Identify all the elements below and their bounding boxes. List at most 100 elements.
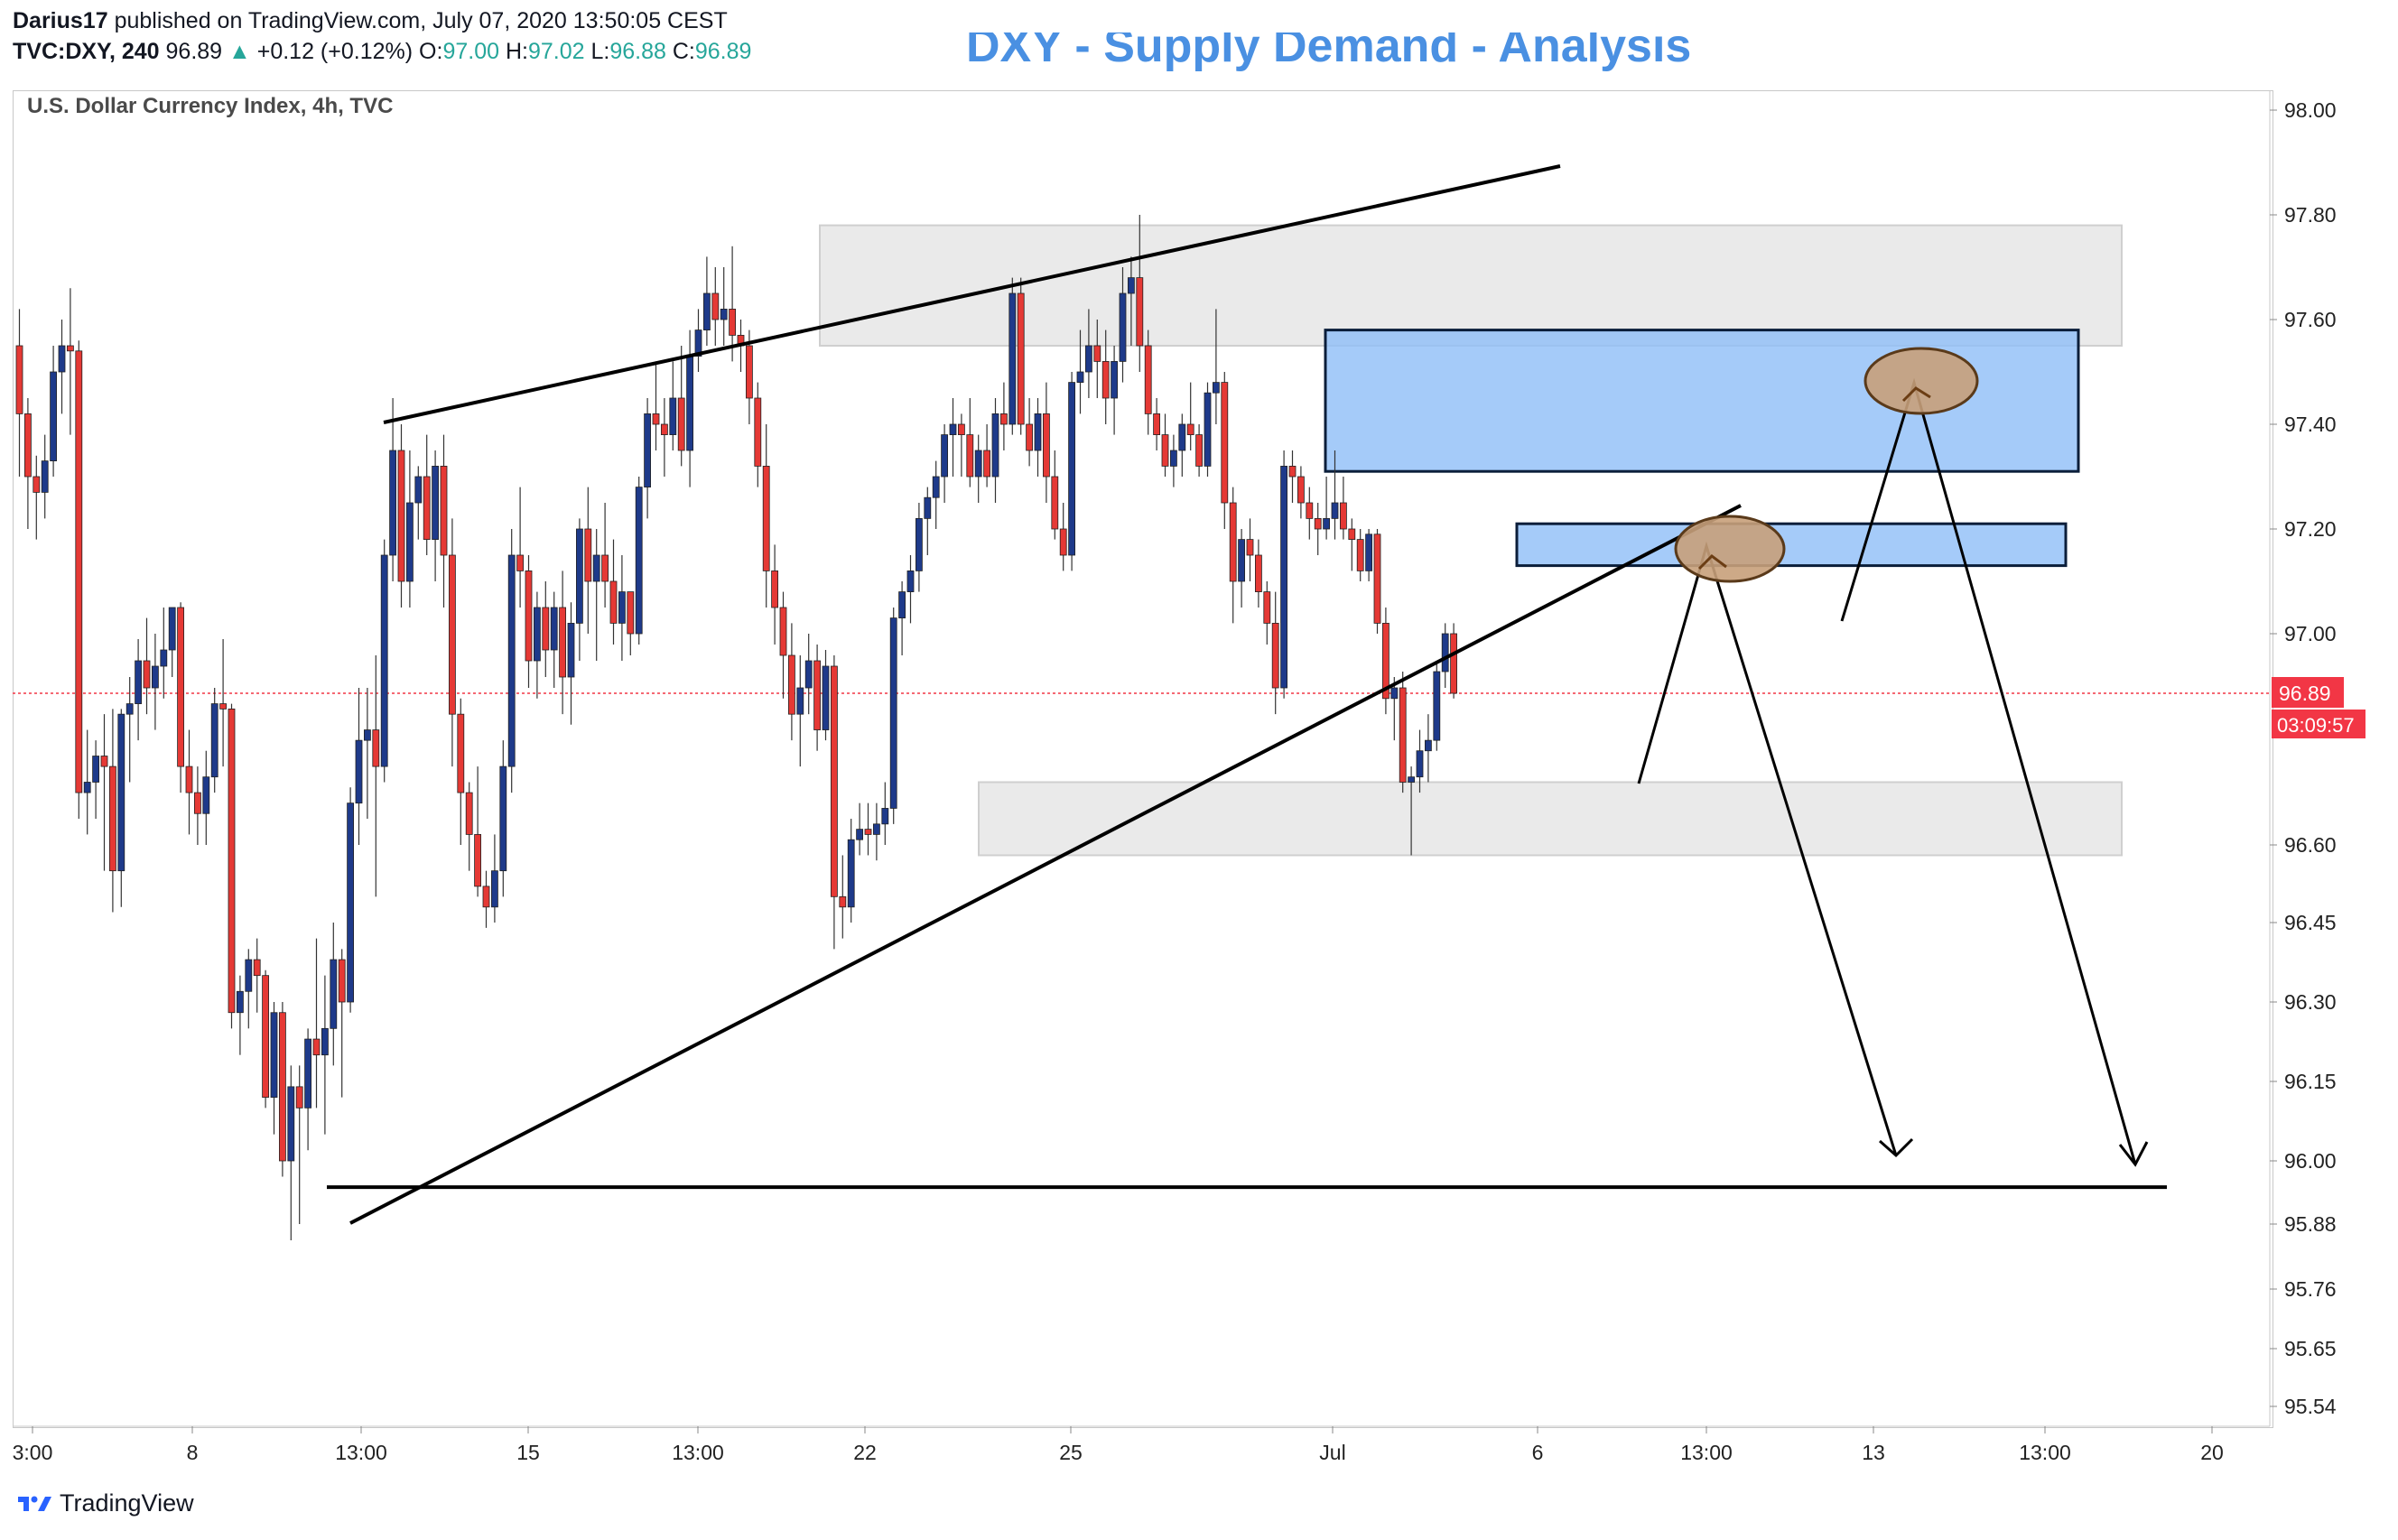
candle-down — [474, 834, 481, 887]
reaction-circle — [1674, 515, 1786, 583]
candle-down — [1229, 502, 1237, 582]
x-tick-label: 13:00 — [2019, 1441, 2071, 1464]
candle-down — [1288, 466, 1297, 478]
candle-up — [856, 829, 863, 840]
candle-down — [1059, 528, 1067, 556]
candle-up — [432, 466, 440, 541]
x-tick-label: 8 — [187, 1441, 199, 1464]
candle-up — [1085, 345, 1092, 373]
y-tick-label: 96.15 — [2284, 1070, 2337, 1093]
close-value: 96.89 — [694, 39, 752, 64]
y-tick-label: 95.65 — [2284, 1337, 2337, 1360]
candle-up — [694, 329, 702, 357]
candle-down — [23, 413, 32, 478]
up-arrow-icon: ▲ — [228, 39, 251, 64]
low-value: 96.88 — [609, 39, 666, 64]
candle-up — [847, 839, 855, 908]
candle-down — [1000, 413, 1008, 425]
candle-up — [804, 660, 813, 689]
candle-down — [1382, 623, 1390, 700]
candle-up — [151, 665, 159, 689]
candle-down — [788, 654, 795, 715]
reaction-circle — [1864, 347, 1979, 415]
candle-up — [974, 450, 982, 478]
x-tick-label: 22 — [853, 1441, 877, 1464]
y-tick-label: 98.00 — [2284, 98, 2337, 122]
candle-up — [1441, 633, 1449, 673]
symbol-label: U.S. Dollar Currency Index, 4h, TVC — [27, 94, 394, 118]
candle-down — [559, 607, 566, 678]
published-text: published on TradingView.com, July 07, 2… — [114, 8, 728, 33]
footer-brand[interactable]: TradingView — [60, 1489, 194, 1517]
publish-line: Darius17 published on TradingView.com, J… — [13, 5, 751, 36]
candle-up — [270, 1012, 278, 1098]
chart-frame — [13, 90, 2273, 1428]
candle-up — [822, 665, 830, 730]
candle-up — [347, 802, 355, 1003]
y-tick-label: 96.45 — [2284, 911, 2337, 934]
candle-down — [609, 580, 618, 624]
high-label: H: — [505, 39, 528, 64]
candle-down — [457, 713, 465, 793]
candle-up — [534, 607, 541, 662]
candle-down — [601, 554, 609, 582]
candle-down — [193, 792, 201, 814]
candle-up — [1213, 382, 1220, 394]
y-tick-label: 97.80 — [2284, 203, 2337, 227]
candle-down — [1297, 476, 1305, 504]
candle-up — [1204, 392, 1212, 467]
candle-down — [1195, 434, 1203, 467]
candle-down — [677, 397, 685, 451]
candle-up — [168, 607, 176, 651]
candle-down — [219, 703, 228, 710]
candle-up — [41, 460, 49, 493]
candle-up — [355, 739, 363, 804]
candle-up — [1408, 776, 1415, 783]
candle-down — [100, 756, 108, 767]
countdown-value: 03:09:57 — [2277, 714, 2355, 737]
candle-up — [1128, 277, 1135, 294]
candle-up — [1068, 382, 1075, 556]
candle-down — [75, 350, 83, 793]
projection-path-2 — [1840, 377, 2137, 1165]
candle-up — [1365, 533, 1372, 571]
candle-up — [924, 496, 932, 519]
chart-header: Darius17 published on TradingView.com, J… — [13, 5, 751, 67]
candle-up — [576, 528, 583, 624]
ticker-label: TVC:DXY, 240 — [13, 39, 160, 64]
candle-up — [236, 990, 244, 1014]
price-change: +0.12 (+0.12%) — [256, 39, 414, 64]
candle-down — [542, 607, 550, 651]
candle-up — [491, 870, 498, 908]
author-name[interactable]: Darius17 — [13, 8, 108, 33]
x-tick-label: 13:00 — [1680, 1441, 1733, 1464]
candle-up — [1425, 739, 1432, 752]
candle-up — [592, 554, 600, 582]
candle-down — [1221, 382, 1229, 504]
candle-down — [1017, 292, 1025, 425]
candle-up — [1280, 466, 1287, 689]
low-label: L: — [590, 39, 610, 64]
y-tick-label: 96.00 — [2284, 1149, 2337, 1173]
candle-down — [228, 708, 236, 1014]
candle-down — [1093, 345, 1101, 362]
candle-up — [304, 1038, 312, 1109]
down-arrow-icon — [1879, 1137, 1914, 1158]
candle-down — [1314, 518, 1322, 530]
candle-down — [1399, 687, 1407, 783]
candle-up — [941, 434, 948, 478]
candle-up — [507, 554, 516, 767]
x-tick-label: 13:00 — [672, 1441, 724, 1464]
candle-down — [109, 765, 116, 872]
x-tick-label: 6 — [1532, 1441, 1544, 1464]
candle-down — [143, 660, 151, 689]
up-arrow-icon — [1697, 554, 1727, 571]
candle-down — [762, 466, 770, 571]
candle-down — [1340, 502, 1347, 530]
candle-down — [482, 886, 490, 908]
y-tick-label: 97.40 — [2284, 413, 2337, 436]
candle-down — [1255, 554, 1262, 592]
candle-up — [1076, 371, 1084, 383]
candle-up — [898, 591, 906, 618]
